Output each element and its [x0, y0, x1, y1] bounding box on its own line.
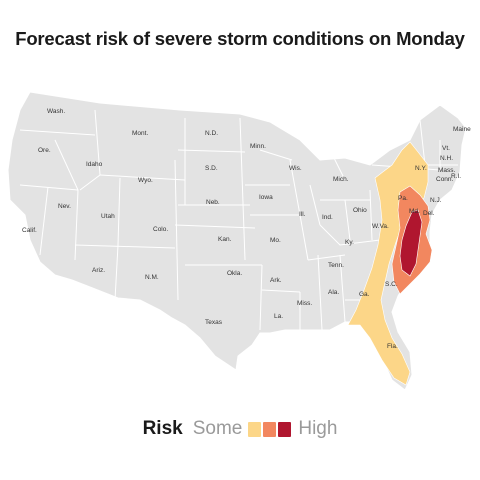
state-label: R.I.	[451, 173, 461, 180]
state-label: N.Y.	[415, 165, 427, 172]
state-label: Wis.	[289, 165, 302, 172]
legend-swatch-some	[248, 421, 262, 437]
state-label: Utah	[101, 213, 115, 220]
map-title: Forecast risk of severe storm conditions…	[15, 28, 465, 49]
state-label: Maine	[453, 126, 471, 133]
us-land	[7, 91, 467, 391]
state-label: N.D.	[205, 130, 218, 137]
state-label: Mo.	[270, 237, 281, 244]
state-label: Nev.	[58, 203, 71, 210]
state-label: Pa.	[398, 195, 408, 202]
state-label: Md.	[409, 208, 420, 215]
state-label: Del.	[423, 210, 435, 217]
state-label: Texas	[205, 319, 223, 326]
state-label: Mont.	[132, 130, 148, 137]
state-label: W.Va.	[372, 223, 389, 230]
state-label: Idaho	[86, 161, 103, 168]
state-label: Ore.	[38, 147, 51, 154]
legend: Risk Some High	[0, 418, 480, 440]
state-label: N.H.	[440, 155, 453, 162]
state-label: Tenn.	[328, 262, 344, 269]
state-label: Minn.	[250, 143, 266, 150]
legend-swatch-moderate	[263, 421, 277, 437]
state-label: Wash.	[47, 108, 65, 115]
legend-high-label: High	[298, 418, 338, 439]
state-label: Iowa	[259, 194, 273, 201]
state-label: Calif.	[22, 227, 37, 234]
state-label: Mass.	[438, 167, 456, 174]
state-label: S.D.	[205, 165, 218, 172]
state-labels: Wash. Ore. Calif. Idaho Nev. Mont. Wyo. …	[22, 108, 471, 350]
state-label: N.J.	[430, 197, 442, 204]
state-label: Okla.	[227, 270, 242, 277]
state-label: Neb.	[206, 199, 220, 206]
state-label: Ariz.	[92, 267, 105, 274]
legend-title: Risk	[142, 418, 183, 439]
state-label: Vt.	[442, 145, 450, 152]
state-label: Ga.	[359, 291, 370, 298]
state-label: Fla.	[387, 343, 398, 350]
state-label: Mich.	[333, 176, 349, 183]
state-label: Ohio	[353, 207, 367, 214]
state-label: Ky.	[345, 239, 354, 246]
state-label: Ark.	[270, 277, 282, 284]
state-label: S.C.	[385, 281, 398, 288]
state-label: N.M.	[145, 274, 159, 281]
state-label: Ala.	[328, 289, 339, 296]
state-label: Ill.	[299, 211, 306, 218]
state-label: Ind.	[322, 214, 333, 221]
state-label: Wyo.	[138, 177, 153, 184]
state-label: Kan.	[218, 236, 232, 243]
legend-low-label: Some	[192, 418, 243, 439]
state-label: Colo.	[153, 226, 168, 233]
state-label: Conn.	[436, 176, 454, 183]
legend-swatch-high	[278, 421, 292, 437]
state-label: Miss.	[297, 300, 312, 307]
risk-zone-high	[399, 209, 423, 277]
state-label: La.	[274, 313, 283, 320]
